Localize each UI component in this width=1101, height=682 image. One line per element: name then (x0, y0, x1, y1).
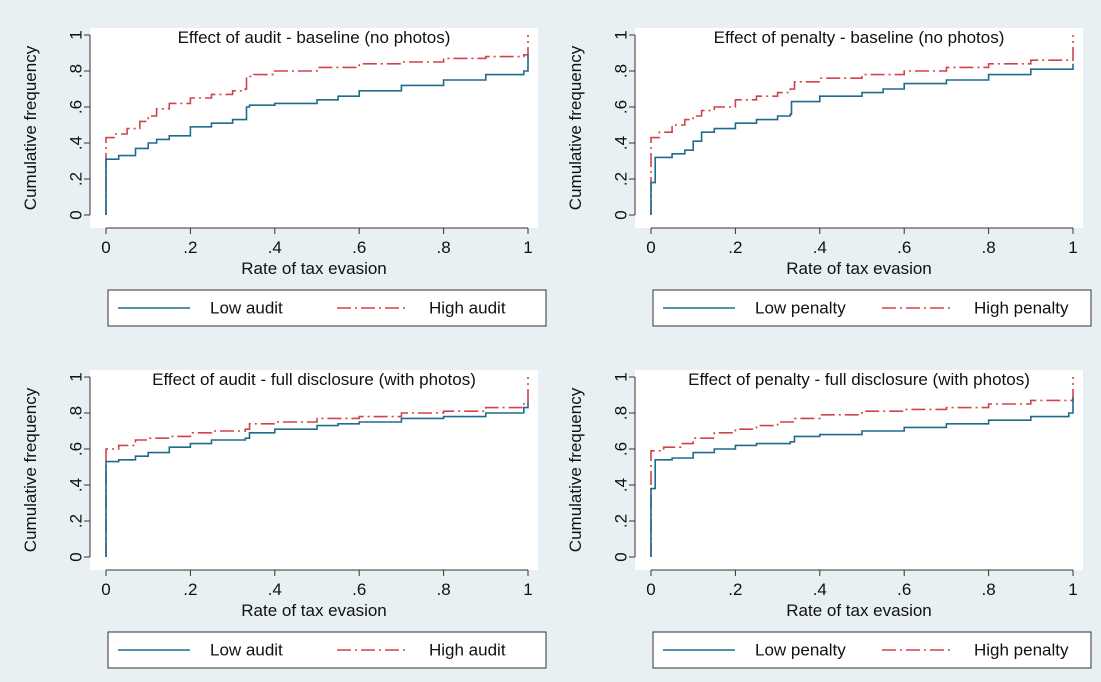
chart-title: Effect of audit - baseline (no photos) (178, 28, 451, 47)
x-axis-label: Rate of tax evasion (241, 601, 387, 620)
y-tick-label: .4 (612, 478, 631, 492)
y-tick-label: 0 (67, 552, 86, 561)
panel-penalty-baseline: Effect of penalty - baseline (no photos)… (555, 10, 1095, 340)
chart-title: Effect of penalty - baseline (no photos) (714, 28, 1005, 47)
y-tick-label: .8 (67, 406, 86, 420)
x-tick-label: .4 (268, 580, 282, 599)
x-tick-label: .4 (268, 238, 282, 257)
x-axis-label: Rate of tax evasion (241, 259, 387, 278)
y-tick-label: 0 (612, 552, 631, 561)
y-tick-label: 1 (67, 372, 86, 381)
chart-title: Effect of audit - full disclosure (with … (152, 370, 476, 389)
y-tick-label: .2 (612, 514, 631, 528)
y-tick-label: .2 (67, 172, 86, 186)
x-tick-label: .6 (352, 580, 366, 599)
y-tick-label: 1 (612, 372, 631, 381)
x-axis-label: Rate of tax evasion (786, 259, 932, 278)
x-tick-label: 0 (646, 238, 655, 257)
x-tick-label: 0 (101, 238, 110, 257)
y-tick-label: .6 (612, 100, 631, 114)
y-tick-label: .6 (67, 442, 86, 456)
legend-label-low: Low penalty (755, 299, 846, 318)
series-line-low (105, 54, 529, 215)
y-tick-label: .8 (612, 406, 631, 420)
legend-label-high: High audit (429, 299, 506, 318)
y-tick-label: .4 (67, 478, 86, 492)
series-line-high (105, 377, 529, 557)
x-tick-label: .4 (813, 238, 827, 257)
x-tick-label: .8 (437, 580, 451, 599)
y-tick-label: 0 (612, 210, 631, 219)
y-tick-label: .4 (67, 136, 86, 150)
y-axis-label: Cumulative frequency (566, 45, 585, 210)
x-tick-label: .2 (183, 580, 197, 599)
y-tick-label: .6 (67, 100, 86, 114)
x-tick-label: 1 (523, 580, 532, 599)
x-axis-label: Rate of tax evasion (786, 601, 932, 620)
y-tick-label: .6 (612, 442, 631, 456)
y-tick-label: .4 (612, 136, 631, 150)
y-axis-label: Cumulative frequency (566, 387, 585, 552)
panel-audit-baseline: Effect of audit - baseline (no photos) 0.… (10, 10, 550, 340)
plot-area (90, 370, 538, 570)
series-line-low (105, 402, 529, 557)
x-tick-label: 1 (523, 238, 532, 257)
x-tick-label: .6 (897, 580, 911, 599)
x-tick-label: .8 (437, 238, 451, 257)
legend-label-high: High audit (429, 641, 506, 660)
chart-svg: Effect of penalty - baseline (no photos)… (566, 28, 1092, 327)
series-line-high (650, 35, 1074, 215)
x-tick-label: 0 (101, 580, 110, 599)
y-tick-label: .2 (67, 514, 86, 528)
panel-penalty-full-disclosure: Effect of penalty - full disclosure (wit… (555, 352, 1095, 682)
x-tick-label: 0 (646, 580, 655, 599)
chart-svg: Effect of audit - full disclosure (with … (21, 370, 547, 669)
y-axis-label: Cumulative frequency (21, 387, 40, 552)
x-tick-label: .2 (183, 238, 197, 257)
x-tick-label: .4 (813, 580, 827, 599)
x-tick-label: .6 (352, 238, 366, 257)
y-tick-label: 1 (67, 30, 86, 39)
legend-label-high: High penalty (974, 641, 1069, 660)
x-tick-label: .2 (728, 238, 742, 257)
panel-audit-full-disclosure: Effect of audit - full disclosure (with … (10, 352, 550, 682)
y-tick-label: .8 (612, 64, 631, 78)
x-tick-label: 1 (1068, 580, 1077, 599)
plot-area (635, 370, 1083, 570)
chart-svg: Effect of audit - baseline (no photos) 0.… (21, 28, 547, 327)
y-tick-label: 0 (67, 210, 86, 219)
x-tick-label: .2 (728, 580, 742, 599)
legend-label-high: High penalty (974, 299, 1069, 318)
plot-area (635, 28, 1083, 228)
plot-area (90, 28, 538, 228)
series-line-low (650, 63, 1074, 215)
y-tick-label: .2 (612, 172, 631, 186)
chart-svg: Effect of penalty - full disclosure (wit… (566, 370, 1092, 669)
x-tick-label: 1 (1068, 238, 1077, 257)
chart-title: Effect of penalty - full disclosure (wit… (688, 370, 1030, 389)
x-tick-label: .8 (982, 580, 996, 599)
legend-label-low: Low audit (210, 299, 283, 318)
x-tick-label: .8 (982, 238, 996, 257)
legend-label-low: Low audit (210, 641, 283, 660)
series-line-low (650, 396, 1074, 557)
y-tick-label: .8 (67, 64, 86, 78)
series-line-high (650, 377, 1074, 557)
series-line-high (105, 35, 529, 215)
x-tick-label: .6 (897, 238, 911, 257)
y-axis-label: Cumulative frequency (21, 45, 40, 210)
legend-label-low: Low penalty (755, 641, 846, 660)
y-tick-label: 1 (612, 30, 631, 39)
